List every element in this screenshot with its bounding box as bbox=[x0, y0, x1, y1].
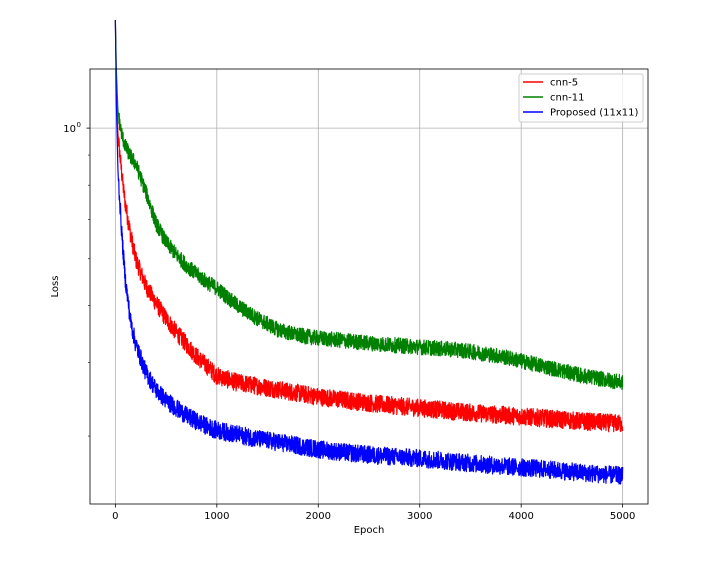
x-tick-label: 4000 bbox=[508, 511, 533, 522]
x-tick-label: 2000 bbox=[306, 511, 331, 522]
y-tick-label-exponent: 0 bbox=[77, 121, 81, 129]
x-tick-label: 3000 bbox=[407, 511, 432, 522]
plot-frame bbox=[89, 68, 649, 505]
series-line-proposed bbox=[114, 19, 624, 485]
y-axis-label: Loss bbox=[50, 276, 61, 298]
x-axis-label: Epoch bbox=[354, 525, 385, 536]
x-tick-label: 5000 bbox=[610, 511, 635, 522]
legend-box bbox=[518, 73, 644, 123]
y-tick-label: 10 bbox=[63, 124, 76, 135]
legend-label-proposed: Proposed (11x11) bbox=[550, 108, 638, 119]
x-tick-label: 0 bbox=[112, 511, 118, 522]
x-tick-label: 1000 bbox=[204, 511, 229, 522]
series-line-cnn-5 bbox=[114, 20, 624, 433]
legend-label-cnn-11: cnn-11 bbox=[550, 93, 585, 104]
series-line-cnn-11 bbox=[114, 20, 624, 391]
series-lines bbox=[114, 19, 624, 485]
legend-label-cnn-5: cnn-5 bbox=[550, 78, 578, 89]
legend: cnn-5 cnn-11 Proposed (11x11) bbox=[518, 73, 644, 123]
